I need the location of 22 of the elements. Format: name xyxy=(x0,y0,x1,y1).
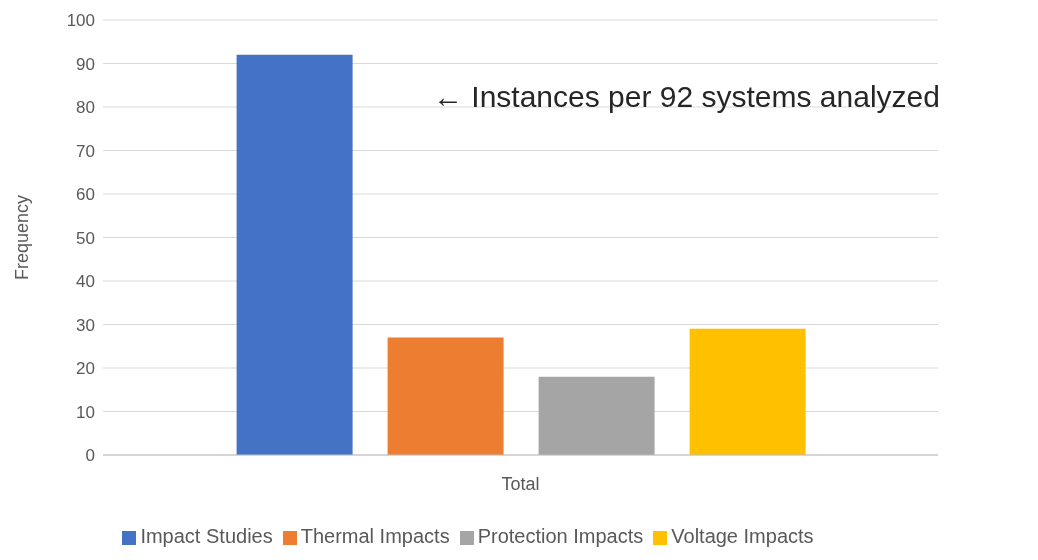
y-tick-label: 70 xyxy=(76,141,95,161)
y-tick-label: 50 xyxy=(76,228,95,248)
y-tick-label: 40 xyxy=(76,272,95,292)
y-tick-label: 60 xyxy=(76,185,95,205)
y-tick-label: 0 xyxy=(85,446,95,466)
annotation: ← Instances per 92 systems analyzed xyxy=(433,80,940,114)
x-tick-label: Total xyxy=(501,473,540,494)
y-axis-title: Frequency xyxy=(12,194,33,281)
bar xyxy=(538,376,655,455)
bar xyxy=(236,54,353,455)
bar xyxy=(689,328,806,455)
legend-label: Impact Studies xyxy=(140,525,273,547)
y-tick-label: 30 xyxy=(76,315,95,335)
y-tick-label: 80 xyxy=(76,98,95,118)
y-tick-label: 100 xyxy=(66,11,95,31)
legend-label: Protection Impacts xyxy=(477,525,644,547)
legend-label: Thermal Impacts xyxy=(300,525,450,547)
y-tick-label: 90 xyxy=(76,54,95,74)
y-tick-label: 20 xyxy=(76,359,95,379)
legend-label: Voltage Impacts xyxy=(671,525,814,547)
bar xyxy=(387,337,504,455)
y-tick-label: 10 xyxy=(76,402,95,422)
